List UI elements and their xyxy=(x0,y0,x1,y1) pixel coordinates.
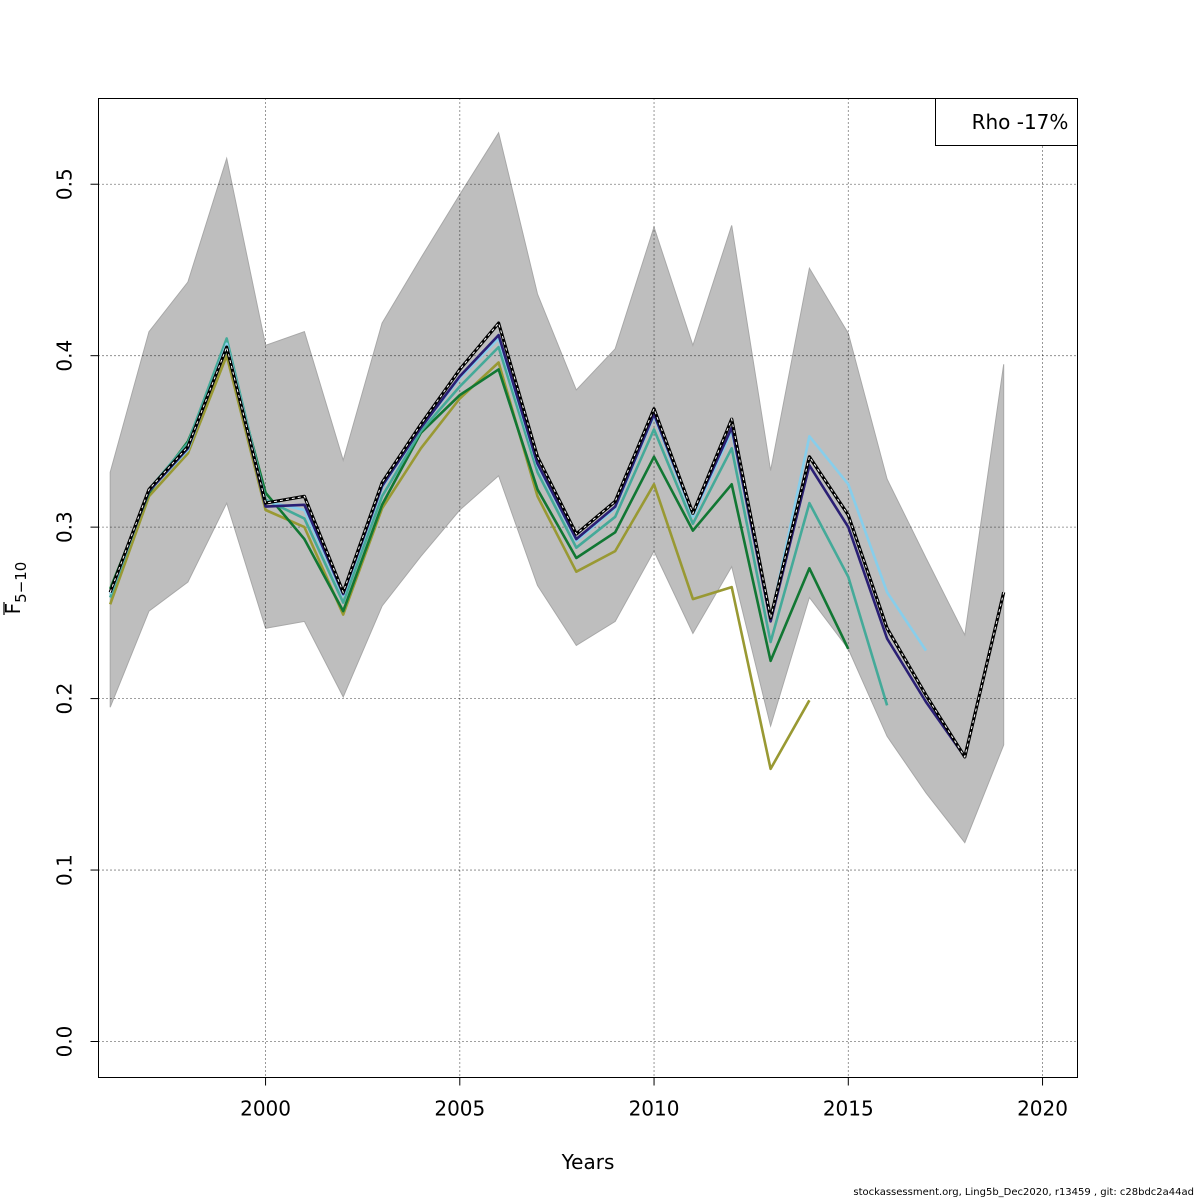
x-tick-label: 2015 xyxy=(823,1097,874,1121)
y-tick-label: 0.4 xyxy=(53,340,77,372)
y-tick-label: 0.1 xyxy=(53,854,77,886)
legend-text: Rho -17% xyxy=(972,110,1069,134)
y-tick-label: 0.5 xyxy=(53,168,77,200)
plot-area: 2000 2005 2010 2015 2020 0.0 0.1 0.2 0.3 0.4 0.5 xyxy=(53,98,1078,1121)
y-tick-label: 0.3 xyxy=(53,511,77,543)
x-tick-label: 2000 xyxy=(240,1097,291,1121)
svg-text:F5−10: F5−10 xyxy=(1,562,30,615)
x-tick-label: 2005 xyxy=(434,1097,485,1121)
y-axis-title-sub: 5−10 xyxy=(12,562,30,603)
confidence-band xyxy=(109,131,1005,844)
series-line-dash-overlay xyxy=(109,322,1005,759)
y-tick-label: 0.0 xyxy=(53,1026,77,1058)
plot-frame xyxy=(98,98,1078,1078)
series-line xyxy=(108,354,811,771)
x-axis-title: Years xyxy=(561,1150,615,1174)
footer-note: stockassessment.org, Ling5b_Dec2020, r13… xyxy=(853,1187,1194,1198)
y-tick-label: 0.2 xyxy=(53,683,77,715)
x-tick-label: 2020 xyxy=(1017,1097,1068,1121)
legend-box: Rho -17% xyxy=(935,98,1078,146)
legend-frame xyxy=(935,98,1078,146)
x-tick-label: 2010 xyxy=(629,1097,680,1121)
y-axis-title-main: F xyxy=(1,603,25,615)
y-axis-title: F5−10 xyxy=(1,562,30,615)
